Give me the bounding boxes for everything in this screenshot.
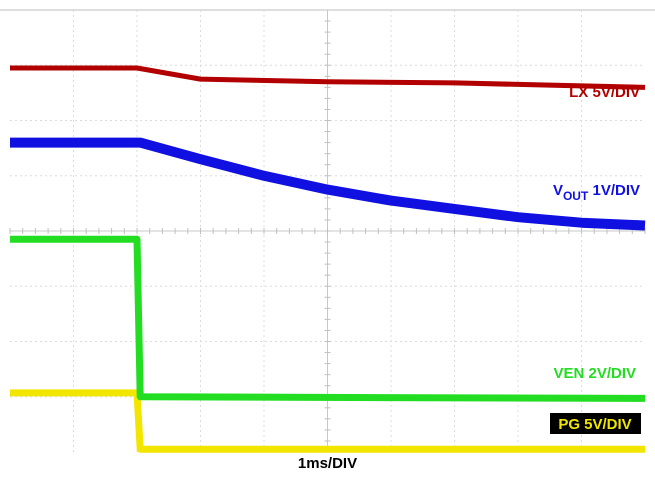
channel-label-pg-background <box>550 413 641 434</box>
channel-label-lx: LX 5V/DIV <box>569 84 640 101</box>
time-per-division-label: 1ms/DIV <box>297 455 358 472</box>
channel-label-vout-sub: OUT <box>563 189 589 203</box>
trace-pg <box>10 389 645 453</box>
channel-label-pg: PG 5V/DIV <box>558 416 631 433</box>
trace-lx <box>10 65 646 90</box>
oscilloscope-chart: LX 5V/DIV VOUT 1V/DIV VEN 2V/DIV PG 5V/D… <box>0 9 655 453</box>
channel-label-vout-main: V <box>553 182 563 199</box>
trace-vout <box>10 137 646 231</box>
channel-label-vout-tail: 1V/DIV <box>588 182 640 199</box>
channel-labels: LX 5V/DIV VOUT 1V/DIV VEN 2V/DIV PG 5V/D… <box>550 84 641 434</box>
channel-label-vout: VOUT 1V/DIV <box>553 182 640 203</box>
channel-label-ven: VEN 2V/DIV <box>553 365 636 382</box>
graticule <box>0 9 655 453</box>
trace-ven <box>10 235 646 402</box>
waveform-traces <box>10 65 646 453</box>
